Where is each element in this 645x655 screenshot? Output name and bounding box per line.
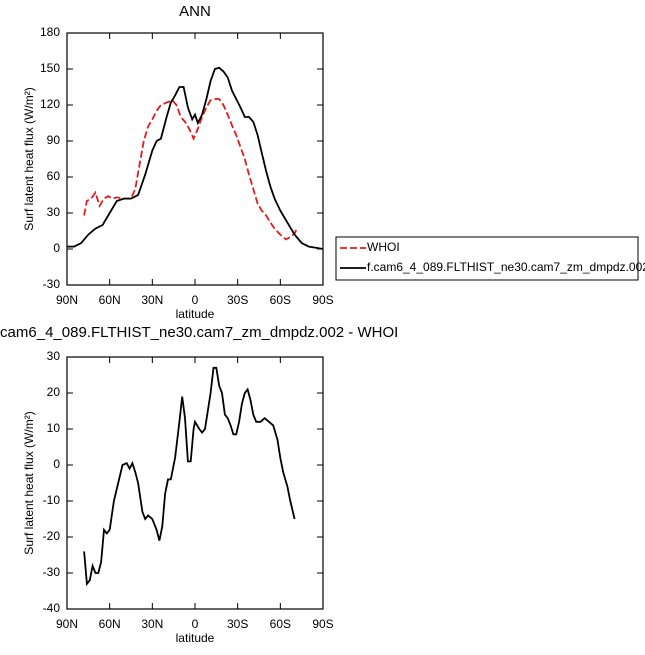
chart-title: ANN — [179, 3, 211, 20]
data-line — [67, 66, 324, 250]
y-tick-label: 20 — [47, 385, 61, 399]
y-tick-label: 30 — [47, 349, 61, 363]
y-tick-label: -40 — [43, 601, 61, 615]
x-tick-label: 30S — [227, 617, 248, 631]
legend-label: WHOI — [367, 240, 400, 254]
x-tick-label: 90S — [312, 293, 333, 307]
x-axis-label: latitude — [176, 631, 215, 645]
y-tick-label: 90 — [47, 133, 61, 147]
x-tick-label: 60N — [99, 617, 121, 631]
y-axis-label: Surf latent heat flux (W/m²) — [22, 411, 36, 554]
x-tick-label: 60N — [99, 293, 121, 307]
legend-box — [335, 236, 639, 281]
y-tick-label: 60 — [47, 169, 61, 183]
y-tick-label: 0 — [53, 241, 60, 255]
x-tick-label: 0 — [192, 617, 199, 631]
y-axis-label: Surf latent heat flux (W/m²) — [22, 87, 36, 230]
chart-title: f.cam6_4_089.FLTHIST_ne30.cam7_zm_dmpdz.… — [0, 324, 398, 341]
y-tick-label: -30 — [43, 565, 61, 579]
x-tick-label: 0 — [192, 293, 199, 307]
y-tick-label: -10 — [43, 493, 61, 507]
x-tick-label: 90N — [56, 293, 78, 307]
y-tick-label: 180 — [40, 25, 60, 39]
y-tick-label: 150 — [40, 61, 60, 75]
x-tick-label: 60S — [270, 293, 291, 307]
x-tick-label: 30N — [141, 617, 163, 631]
x-tick-label: 30N — [141, 293, 163, 307]
x-tick-label: 60S — [270, 617, 291, 631]
x-axis-label: latitude — [176, 307, 215, 321]
data-line — [83, 366, 296, 587]
y-tick-label: 0 — [53, 457, 60, 471]
y-tick-label: -30 — [43, 277, 61, 291]
y-tick-label: 30 — [47, 205, 61, 219]
y-tick-label: -20 — [43, 529, 61, 543]
legend-label: f.cam6_4_089.FLTHIST_ne30.cam7_zm_dmpdz.… — [367, 260, 645, 274]
x-tick-label: 30S — [227, 293, 248, 307]
x-tick-label: 90S — [312, 617, 333, 631]
plot-frame — [66, 32, 324, 286]
plot-frame — [66, 356, 324, 610]
y-tick-label: 120 — [40, 97, 60, 111]
x-tick-label: 90N — [56, 617, 78, 631]
data-line — [83, 98, 299, 241]
y-tick-label: 10 — [47, 421, 61, 435]
